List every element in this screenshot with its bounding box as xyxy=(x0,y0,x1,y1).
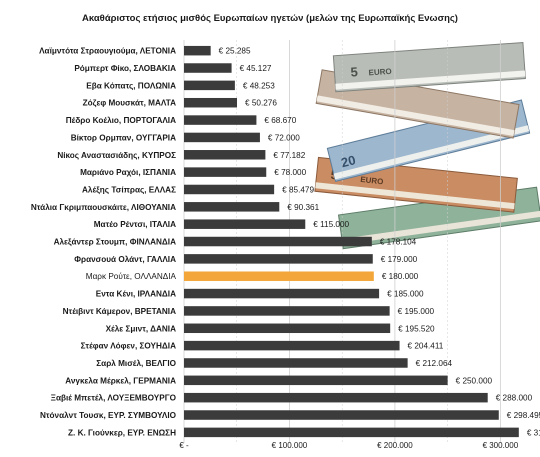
category-label: Χέλε Σμιντ, ΔΑΝΙΑ xyxy=(106,324,177,333)
bar xyxy=(184,323,391,334)
value-label: € 25.285 xyxy=(219,47,251,56)
value-label: € 72.000 xyxy=(268,133,300,142)
chart-title: Ακαθάριστος ετήσιος μισθός Ευρωπαίων ηγε… xyxy=(82,13,458,24)
bar xyxy=(184,219,306,229)
category-label: Βίκτορ Ορμπαν, ΟΥΓΓΑΡΙΑ xyxy=(71,133,176,142)
euro-banknotes-photo: 50 EURO 20 5 EURO xyxy=(314,42,540,250)
category-label: Ντέιβιντ Κάμερον, ΒΡΕΤΑΝΙΑ xyxy=(63,307,176,316)
bar xyxy=(184,45,211,56)
category-label: Αλεξάντερ Στουμπ, ΦΙΝΛΑΝΔΙΑ xyxy=(54,238,177,247)
tick-label: € 300.000 xyxy=(483,441,519,450)
bar-highlighted xyxy=(184,271,374,281)
value-label: € 185.000 xyxy=(387,290,424,299)
value-label: € 178.104 xyxy=(380,238,417,247)
bar xyxy=(184,167,267,177)
banknote-5-text: 5 xyxy=(350,64,358,79)
bar xyxy=(184,236,372,247)
category-labels: Λαϊμντότα Στραουγιούμα, ΛΕΤΟΝΙΑ Ρόμπερτ Φ… xyxy=(31,47,177,438)
category-label: Λαϊμντότα Στραουγιούμα, ΛΕΤΟΝΙΑ xyxy=(39,47,176,56)
banknote-euro-text-2: EURO xyxy=(360,175,384,186)
value-label: € 180.000 xyxy=(382,272,419,281)
banknote-euro-text: EURO xyxy=(368,67,392,78)
category-label: Σαρλ Μισέλ, ΒΕΛΓΙΟ xyxy=(96,359,176,368)
value-label: € 90.361 xyxy=(287,203,319,212)
tick-label: € 200.000 xyxy=(377,441,413,450)
value-label: € 85.479 xyxy=(282,185,314,194)
bar xyxy=(184,202,280,212)
value-label: € 68.670 xyxy=(264,116,296,125)
bar xyxy=(184,184,275,195)
x-axis-ticks: € - € 100.000 € 200.000 € 300.000 xyxy=(179,441,518,450)
category-label: Ξαβιέ Μπετέλ, ΛΟΥΞΕΜΒΟΥΡΓΟ xyxy=(51,394,177,403)
bar xyxy=(184,63,232,73)
category-label: Πέδρο Κοέλιο, ΠΟΡΤΟΓΑΛΙΑ xyxy=(66,116,176,125)
tick-label: € - xyxy=(179,441,189,450)
bar xyxy=(184,150,266,160)
category-label: Ρόμπερτ Φίκο, ΣΛΟΒΑΚΙΑ xyxy=(74,64,176,73)
category-label: Ματέο Ρέντσι, ΙΤΑΛΙΑ xyxy=(94,220,176,229)
bar xyxy=(184,410,499,420)
bar xyxy=(184,132,260,143)
category-label: Εβα Κόπατς, ΠΟΛΩΝΙΑ xyxy=(86,81,176,90)
category-label: Ζ. Κ. Γιούνκερ, ΕΥΡ. ΕΝΩΣΗ xyxy=(68,428,176,437)
category-label: Φρανσουά Ολάντ, ΓΑΛΛΙΑ xyxy=(74,255,176,264)
category-label: Μαρκ Ρούτε, ΟΛΛΑΝΔΙΑ xyxy=(86,272,177,281)
bar xyxy=(184,358,408,368)
value-label: € 317.496 xyxy=(527,428,540,437)
value-label: € 195.520 xyxy=(398,324,435,333)
bars xyxy=(184,45,519,438)
value-label: € 48.253 xyxy=(243,81,275,90)
value-label: € 288.000 xyxy=(496,394,533,403)
bar xyxy=(184,375,448,386)
bar xyxy=(184,288,380,299)
tick-label: € 100.000 xyxy=(272,441,308,450)
value-label: € 50.276 xyxy=(245,99,277,108)
value-label: € 45.127 xyxy=(240,64,272,73)
category-label: Στέφαν Λόφεν, ΣΟΥΗΔΙΑ xyxy=(81,342,176,351)
category-label: Ζόζεφ Μουσκάτ, ΜΑΛΤΑ xyxy=(83,99,176,108)
category-label: Μαριάνο Ραχόι, ΙΣΠΑΝΙΑ xyxy=(80,168,176,177)
banknote-20-text: 20 xyxy=(339,152,357,170)
value-labels: € 25.285 € 45.127 € 48.253 € 50.276 € 68.670… xyxy=(219,47,540,438)
category-label: Αλέξης Τσίπρας, ΕΛΛΑΣ xyxy=(82,185,176,194)
value-label: € 212.064 xyxy=(416,359,453,368)
value-label: € 78.000 xyxy=(274,168,306,177)
bar xyxy=(184,254,373,264)
value-label: € 204.411 xyxy=(408,342,444,351)
category-label: Ντόναλντ Τουσκ, ΕΥΡ. ΣΥΜΒΟΥΛΙΟ xyxy=(40,411,177,420)
value-label: € 195.000 xyxy=(398,307,435,316)
category-label: Ανγκελα Μέρκελ, ΓΕΡΜΑΝΙΑ xyxy=(65,376,176,385)
bar xyxy=(184,306,390,316)
category-label: Ντάλια Γκριμπαουσκάιτε, ΛΙΘΟΥΑΝΙΑ xyxy=(31,203,176,212)
value-label: € 250.000 xyxy=(456,376,493,385)
category-label: Νίκος Αναστασιάδης, ΚΥΠΡΟΣ xyxy=(57,151,176,160)
bar xyxy=(184,340,400,351)
bar xyxy=(184,97,238,108)
category-label: Εντα Κένι, ΙΡΛΑΝΔΙΑ xyxy=(96,290,176,299)
value-label: € 179.000 xyxy=(381,255,418,264)
value-label: € 115.000 xyxy=(313,220,349,229)
bar xyxy=(184,427,519,438)
bar xyxy=(184,80,235,91)
bar xyxy=(184,392,488,403)
value-label: € 298.495 xyxy=(507,411,540,420)
bar xyxy=(184,115,257,125)
banknote-stack: 50 EURO 20 5 EURO xyxy=(314,42,540,250)
value-label: € 77.182 xyxy=(273,151,305,160)
